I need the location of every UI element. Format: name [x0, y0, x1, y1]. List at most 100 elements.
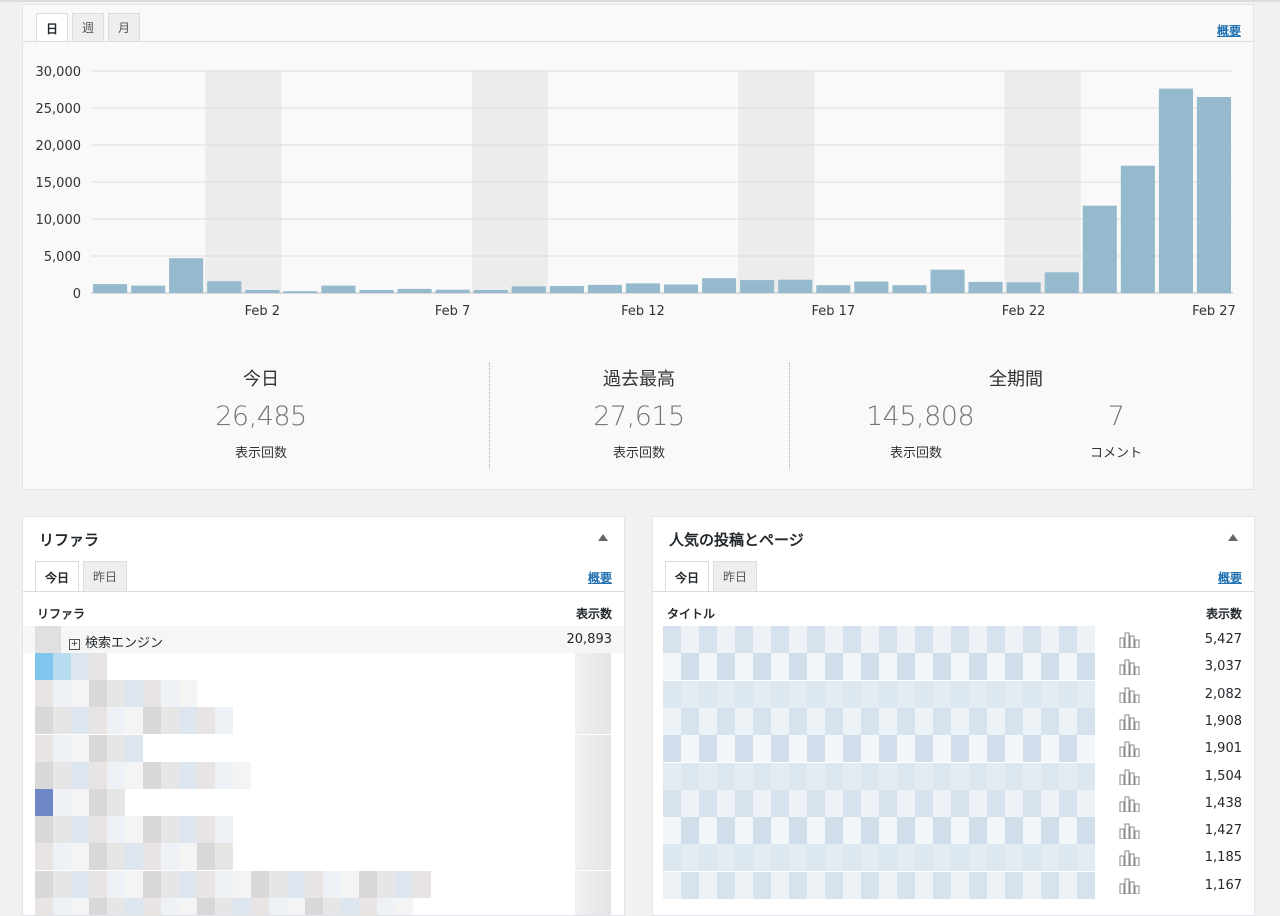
- blurred-cell: [107, 734, 125, 762]
- blurred-cell: [1023, 789, 1041, 817]
- top-posts-tabs: 今日 昨日: [665, 561, 761, 592]
- tab-today[interactable]: 今日: [665, 561, 710, 592]
- blurred-cell: [969, 762, 987, 790]
- blurred-cell: [771, 844, 789, 872]
- blurred-cell: [663, 817, 681, 845]
- table-row[interactable]: 3,037: [653, 653, 1254, 681]
- blurred-cell: [717, 707, 735, 735]
- blurred-cell: [197, 816, 215, 844]
- tab-day[interactable]: 日: [36, 13, 69, 42]
- tab-divider: [23, 41, 1253, 42]
- tab-today[interactable]: 今日: [35, 561, 80, 592]
- referrer-label[interactable]: + 検索エンジン: [69, 632, 163, 651]
- bar-chart-icon[interactable]: [1119, 767, 1141, 785]
- stat-all-views: 145,808 表示回数: [866, 391, 975, 461]
- blurred-cell: [969, 707, 987, 735]
- blurred-cell: [125, 843, 143, 871]
- collapse-icon[interactable]: [598, 534, 608, 541]
- blurred-cell: [825, 817, 843, 845]
- blurred-cell: [1059, 871, 1077, 899]
- table-row[interactable]: 1,504: [653, 762, 1254, 790]
- referrers-summary-link[interactable]: 概要: [587, 571, 612, 585]
- blurred-cell: [771, 735, 789, 763]
- blurred-cell: [879, 871, 897, 899]
- bar-chart-icon[interactable]: [1119, 685, 1141, 703]
- table-row[interactable]: [23, 761, 624, 789]
- bar-chart-icon[interactable]: [1119, 876, 1141, 894]
- bar-chart-icon[interactable]: [1119, 848, 1141, 867]
- tab-yesterday[interactable]: 昨日: [713, 561, 758, 591]
- blurred-cell: [933, 626, 951, 653]
- top-posts-summary-link[interactable]: 概要: [1217, 571, 1242, 585]
- bar-chart-icon[interactable]: [1119, 821, 1141, 840]
- blurred-cell: [53, 707, 71, 735]
- table-row[interactable]: [23, 843, 624, 871]
- blurred-cell: [1059, 762, 1077, 790]
- blurred-cell: [771, 789, 789, 817]
- table-row[interactable]: [23, 870, 624, 898]
- referrers-panel: リファラ 今日 昨日 概要 リファラ 表示数 + 検索エンジン 20,893: [22, 516, 625, 916]
- bar-chart-icon[interactable]: [1119, 794, 1141, 812]
- blurred-cell: [879, 707, 897, 735]
- blurred-cell: [1041, 789, 1059, 817]
- table-row[interactable]: + 検索エンジン 20,893: [23, 626, 624, 653]
- blurred-cell: [53, 897, 71, 915]
- blurred-cell: [933, 707, 951, 735]
- bar-chart-icon[interactable]: [1119, 739, 1141, 758]
- collapse-icon[interactable]: [1228, 534, 1238, 541]
- table-row[interactable]: 1,438: [653, 789, 1254, 817]
- table-row[interactable]: 1,427: [653, 817, 1254, 845]
- table-row[interactable]: [23, 897, 624, 915]
- table-row[interactable]: 1,185: [653, 844, 1254, 872]
- table-row[interactable]: 1,908: [653, 707, 1254, 735]
- table-row[interactable]: [23, 734, 624, 762]
- blurred-cell: [969, 844, 987, 872]
- blurred-cell: [861, 789, 879, 817]
- blurred-cell: [753, 653, 771, 681]
- blurred-cell: [197, 870, 215, 898]
- blurred-cell: [1005, 762, 1023, 790]
- tab-week[interactable]: 週: [72, 13, 105, 41]
- bar-chart-icon[interactable]: [1119, 657, 1141, 676]
- bar-chart-icon[interactable]: [1119, 712, 1141, 730]
- stat-best-unit: 表示回数: [612, 446, 665, 461]
- top-posts-title: 人気の投稿とページ: [669, 531, 804, 549]
- blurred-cell: [179, 870, 197, 898]
- bar: [968, 281, 1003, 293]
- blurred-cell: [987, 871, 1005, 899]
- bar: [664, 284, 699, 293]
- blurred-cell: [699, 653, 717, 681]
- bar: [283, 291, 318, 293]
- expand-icon[interactable]: +: [69, 639, 80, 650]
- table-row[interactable]: 2,082: [653, 680, 1254, 708]
- summary-link[interactable]: 概要: [1216, 24, 1241, 38]
- table-row[interactable]: [23, 816, 624, 844]
- bar: [1158, 88, 1193, 293]
- blurred-cell: [987, 762, 1005, 790]
- table-row[interactable]: 5,427: [653, 626, 1254, 653]
- blurred-cell: [879, 680, 897, 708]
- blurred-cell: [233, 897, 251, 915]
- table-row[interactable]: 1,901: [653, 735, 1254, 763]
- blurred-cell: [699, 762, 717, 790]
- blurred-cell: [987, 626, 1005, 653]
- blurred-cell: [987, 707, 1005, 735]
- table-row[interactable]: [23, 789, 624, 816]
- blurred-cell: [969, 871, 987, 899]
- blurred-cell: [825, 653, 843, 681]
- table-row[interactable]: [23, 680, 624, 708]
- table-row[interactable]: 1,167: [653, 871, 1254, 899]
- blurred-cell: [35, 761, 53, 789]
- bar-chart-icon[interactable]: [1119, 630, 1141, 648]
- blurred-count: [575, 734, 611, 762]
- bar: [397, 288, 432, 293]
- tab-month[interactable]: 月: [108, 13, 141, 41]
- blurred-cell: [933, 817, 951, 845]
- tab-yesterday[interactable]: 昨日: [83, 561, 128, 591]
- top-posts-panel: 人気の投稿とページ 今日 昨日 概要 タイトル 表示数 5,427 3,037 2,…: [652, 516, 1255, 916]
- blurred-cell: [915, 680, 933, 708]
- divider: [489, 363, 490, 469]
- table-row[interactable]: [23, 707, 624, 735]
- table-row[interactable]: [23, 653, 624, 680]
- y-tick-label: 5,000: [44, 250, 81, 265]
